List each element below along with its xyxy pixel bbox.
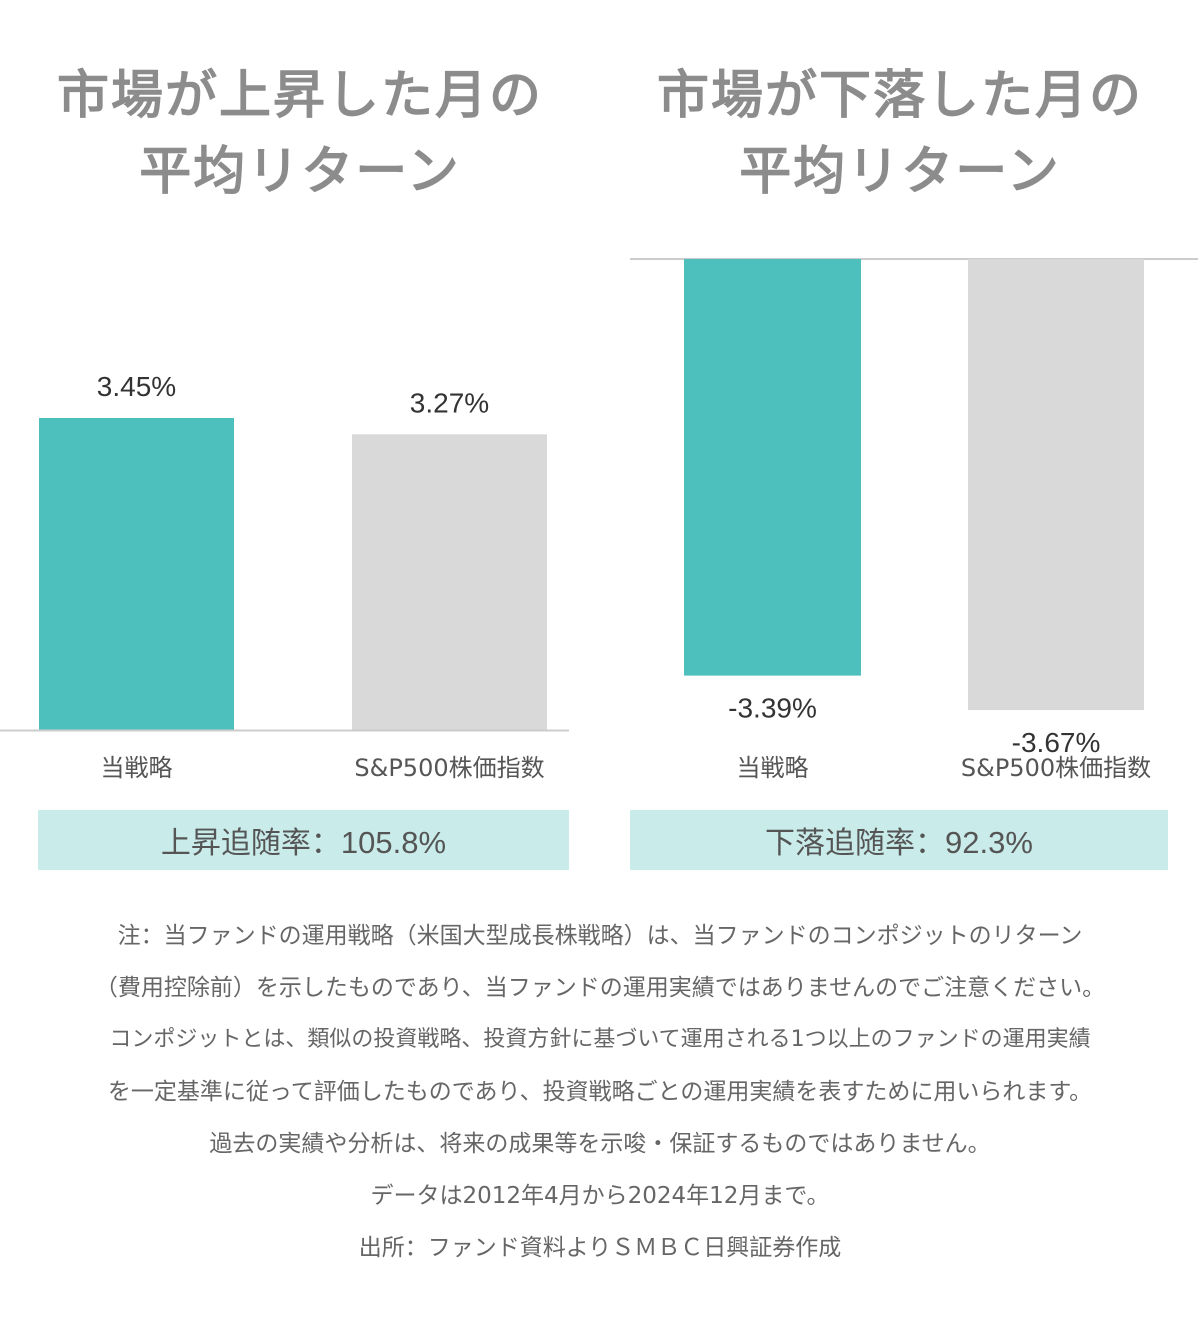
up-capture-ratio-label: 上昇追随率：: [160, 826, 341, 861]
down-capture-ratio-label: 下落追随率：: [765, 826, 946, 861]
note-line: （費用控除前）を示したものであり、当ファンドの運用実績ではありませんのでご注意く…: [94, 975, 1106, 1001]
category-label-up-0: 当戦略: [101, 754, 173, 782]
bar-down-0: [684, 259, 861, 676]
bar-charts: 3.45%当戦略3.27%S&P500株価指数-3.39%当戦略-3.67%S&…: [0, 258, 1198, 782]
up-market-title-line1: 市場が上昇した月の: [56, 66, 543, 126]
category-label-down-1: S&P500株価指数: [961, 754, 1151, 782]
up-market-title: 市場が上昇した月の 平均リターン: [0, 58, 600, 210]
note-line: 注：当ファンドの運用戦略（米国大型成長株戦略）は、当ファンドのコンポジットのリタ…: [117, 923, 1083, 949]
down-capture-ratio-box: 下落追随率：92.3%: [630, 810, 1168, 870]
note-line: を一定基準に従って評価したものであり、投資戦略ごとの運用実績を表すために用いられ…: [107, 1079, 1093, 1105]
note-line: データは2012年4月から2024年12月まで。: [370, 1183, 830, 1209]
note-line: コンポジットとは、類似の投資戦略、投資方針に基づいて運用される1つ以上のファンド…: [109, 1027, 1091, 1052]
category-label-down-0: 当戦略: [737, 754, 809, 782]
category-label-up-1: S&P500株価指数: [354, 754, 544, 782]
value-label-up-0: 3.45%: [97, 371, 176, 402]
bar-down-1: [968, 259, 1144, 710]
down-market-title-line1: 市場が下落した月の: [656, 66, 1143, 126]
note-line: 過去の実績や分析は、将来の成果等を示唆・保証するものではありません。: [209, 1131, 991, 1157]
down-market-title: 市場が下落した月の 平均リターン: [600, 58, 1200, 210]
bar-up-1: [352, 434, 547, 730]
footnotes: 注：当ファンドの運用戦略（米国大型成長株戦略）は、当ファンドのコンポジットのリタ…: [0, 910, 1200, 1274]
up-capture-ratio-box: 上昇追随率：105.8%: [38, 810, 569, 870]
bar-up-0: [39, 418, 234, 730]
up-market-title-line2: 平均リターン: [139, 142, 461, 202]
down-capture-ratio-value: 92.3%: [945, 825, 1033, 860]
value-label-down-1: -3.67%: [1012, 727, 1101, 758]
up-capture-ratio-value: 105.8%: [340, 825, 447, 860]
value-label-up-1: 3.27%: [410, 387, 489, 418]
note-line: 出所：ファンド資料よりＳＭＢＣ日興証券作成: [358, 1235, 842, 1261]
value-label-down-0: -3.39%: [728, 693, 817, 724]
down-market-title-line2: 平均リターン: [739, 142, 1061, 202]
